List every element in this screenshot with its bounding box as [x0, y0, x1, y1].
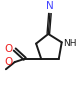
- Text: O: O: [4, 44, 13, 55]
- Text: NH: NH: [63, 39, 77, 48]
- Text: N: N: [46, 1, 54, 11]
- Text: O: O: [4, 57, 13, 67]
